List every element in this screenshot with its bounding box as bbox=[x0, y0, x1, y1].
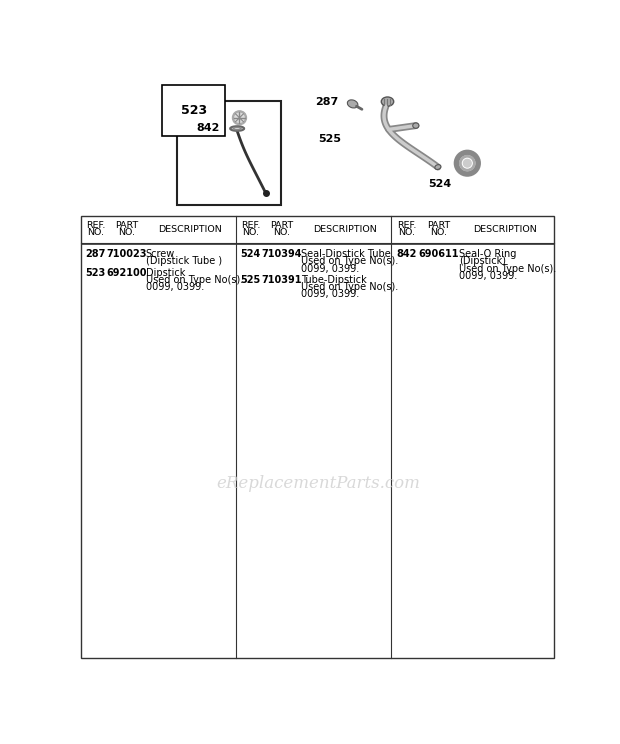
Text: NO.: NO. bbox=[430, 228, 448, 237]
Text: 690611: 690611 bbox=[418, 249, 459, 259]
Text: 710023: 710023 bbox=[107, 249, 147, 259]
Text: (Dipstick): (Dipstick) bbox=[459, 257, 506, 266]
Text: Used on Type No(s).: Used on Type No(s). bbox=[301, 282, 398, 292]
Text: PART: PART bbox=[270, 221, 293, 230]
Text: Screw: Screw bbox=[146, 249, 175, 259]
Ellipse shape bbox=[230, 126, 244, 131]
Text: 842: 842 bbox=[197, 123, 220, 132]
Text: DESCRIPTION: DESCRIPTION bbox=[158, 225, 222, 234]
Bar bbox=[81, 216, 554, 658]
Text: Used on Type No(s).: Used on Type No(s). bbox=[301, 257, 398, 266]
Text: eReplacementParts.com: eReplacementParts.com bbox=[216, 475, 420, 492]
Ellipse shape bbox=[381, 97, 394, 106]
Text: Used on Type No(s).: Used on Type No(s). bbox=[459, 263, 556, 274]
Text: 0099, 0399.: 0099, 0399. bbox=[459, 271, 517, 281]
Text: 0099, 0399.: 0099, 0399. bbox=[301, 263, 359, 274]
Ellipse shape bbox=[413, 123, 419, 128]
Text: 842: 842 bbox=[396, 249, 417, 259]
Text: DESCRIPTION: DESCRIPTION bbox=[313, 225, 377, 234]
Text: Seal-O Ring: Seal-O Ring bbox=[459, 249, 516, 259]
Circle shape bbox=[235, 113, 244, 123]
Text: 710394: 710394 bbox=[262, 249, 302, 259]
Bar bbox=[177, 101, 281, 205]
Text: 524: 524 bbox=[428, 179, 452, 188]
Text: NO.: NO. bbox=[118, 228, 135, 237]
Text: 710391: 710391 bbox=[262, 275, 302, 285]
Ellipse shape bbox=[435, 164, 441, 170]
Text: (Dipstick Tube ): (Dipstick Tube ) bbox=[146, 257, 222, 266]
Text: Used on Type No(s).: Used on Type No(s). bbox=[146, 275, 243, 285]
Text: 287: 287 bbox=[316, 97, 339, 107]
Text: 525: 525 bbox=[241, 275, 261, 285]
Text: Dipstick: Dipstick bbox=[146, 268, 185, 278]
Text: 523: 523 bbox=[86, 268, 106, 278]
Text: Seal-Dipstick Tube: Seal-Dipstick Tube bbox=[301, 249, 391, 259]
Text: REF.: REF. bbox=[241, 221, 260, 230]
Text: 287: 287 bbox=[86, 249, 106, 259]
Text: 0099, 0399.: 0099, 0399. bbox=[301, 289, 359, 300]
Text: 525: 525 bbox=[318, 134, 341, 144]
Text: NO.: NO. bbox=[398, 228, 415, 237]
Ellipse shape bbox=[347, 100, 358, 108]
Circle shape bbox=[232, 111, 246, 125]
Text: PART: PART bbox=[115, 221, 138, 230]
Text: 523: 523 bbox=[180, 104, 206, 117]
Ellipse shape bbox=[233, 127, 241, 129]
Text: REF.: REF. bbox=[397, 221, 416, 230]
Text: REF.: REF. bbox=[86, 221, 105, 230]
Text: NO.: NO. bbox=[87, 228, 104, 237]
Text: 692100: 692100 bbox=[107, 268, 147, 278]
Text: NO.: NO. bbox=[273, 228, 290, 237]
Text: NO.: NO. bbox=[242, 228, 259, 237]
Text: 0099, 0399.: 0099, 0399. bbox=[146, 282, 204, 292]
Text: PART: PART bbox=[427, 221, 451, 230]
Text: Tube-Dipstick: Tube-Dipstick bbox=[301, 275, 366, 285]
Text: DESCRIPTION: DESCRIPTION bbox=[474, 225, 537, 234]
Circle shape bbox=[463, 159, 471, 167]
Text: 524: 524 bbox=[241, 249, 261, 259]
